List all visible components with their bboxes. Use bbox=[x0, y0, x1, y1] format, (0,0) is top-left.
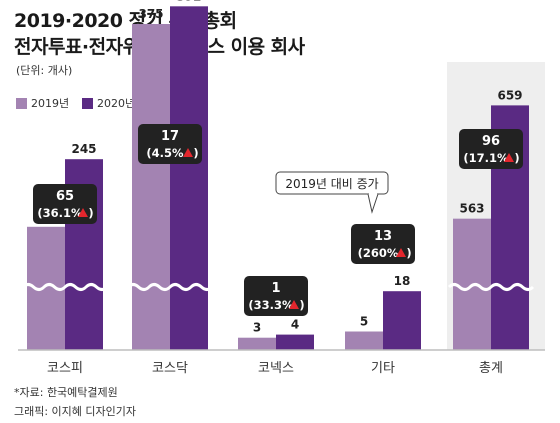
value-label-2020-1: 392 bbox=[176, 0, 201, 3]
bar-2020-2 bbox=[276, 334, 314, 350]
value-label-2020-4: 659 bbox=[497, 88, 522, 102]
bar-2020-3 bbox=[383, 291, 421, 350]
callout-pointer bbox=[367, 193, 379, 214]
axis-break-1 bbox=[126, 283, 214, 291]
legend-item-2019: 2019년 bbox=[16, 95, 69, 111]
axis-break-4 bbox=[447, 283, 535, 291]
legend-item-2020: 2020년 bbox=[82, 95, 135, 111]
increase-percent-0: (36.1% bbox=[37, 206, 83, 220]
up-arrow-icon-2 bbox=[289, 300, 299, 309]
legend-swatch-2020 bbox=[82, 97, 93, 109]
category-label-1: 코스닥 bbox=[152, 361, 188, 376]
value-label-2020-0: 245 bbox=[71, 142, 96, 156]
category-label-3: 기타 bbox=[371, 361, 395, 376]
increase-paren-2: ) bbox=[299, 298, 304, 312]
value-label-2019-4: 563 bbox=[459, 202, 484, 216]
up-arrow-icon-3 bbox=[396, 248, 406, 257]
unit-label: (단위: 개사) bbox=[16, 64, 73, 77]
increase-percent-4: (17.1% bbox=[463, 151, 509, 165]
bar-2019-3 bbox=[345, 331, 383, 350]
value-label-2019-1: 375 bbox=[138, 7, 163, 21]
up-arrow-icon-4 bbox=[504, 153, 514, 162]
increase-paren-1: ) bbox=[193, 146, 198, 160]
increase-value-4: 96 bbox=[482, 134, 500, 149]
up-arrow-icon-0 bbox=[78, 208, 88, 217]
up-arrow-icon-1 bbox=[183, 148, 193, 157]
value-label-2020-3: 18 bbox=[394, 274, 411, 288]
category-label-4: 총계 bbox=[479, 361, 503, 376]
bar-2019-2 bbox=[238, 337, 276, 350]
increase-value-2: 1 bbox=[271, 281, 280, 296]
bar-2020-1 bbox=[170, 6, 208, 350]
increase-percent-1: (4.5% bbox=[146, 146, 184, 160]
legend-label-2019: 2019년 bbox=[31, 97, 70, 110]
increase-paren-3: ) bbox=[406, 246, 411, 260]
credit-note: 그래픽: 이지혜 디자인기자 bbox=[14, 405, 137, 418]
bar-2019-1 bbox=[132, 24, 170, 350]
callout-box bbox=[275, 171, 389, 195]
increase-value-0: 65 bbox=[56, 189, 74, 204]
category-label-0: 코스피 bbox=[47, 361, 83, 376]
increase-paren-0: ) bbox=[88, 206, 93, 220]
category-label-2: 코넥스 bbox=[258, 361, 294, 376]
callout-text: 2019년 대비 증가 bbox=[285, 177, 378, 191]
legend-label-2020: 2020년 bbox=[97, 97, 136, 110]
axis-break-0 bbox=[21, 283, 109, 291]
value-label-2019-2: 3 bbox=[253, 321, 261, 335]
increase-percent-3: (260% bbox=[358, 246, 399, 260]
value-label-2020-2: 4 bbox=[291, 318, 299, 332]
increase-value-1: 17 bbox=[161, 129, 179, 144]
increase-percent-2: (33.3% bbox=[248, 298, 294, 312]
increase-paren-4: ) bbox=[514, 151, 519, 165]
value-label-2019-3: 5 bbox=[360, 315, 368, 329]
source-note: *자료: 한국예탁결제원 bbox=[14, 386, 118, 399]
legend-swatch-2019 bbox=[16, 97, 27, 109]
increase-value-3: 13 bbox=[374, 229, 392, 244]
